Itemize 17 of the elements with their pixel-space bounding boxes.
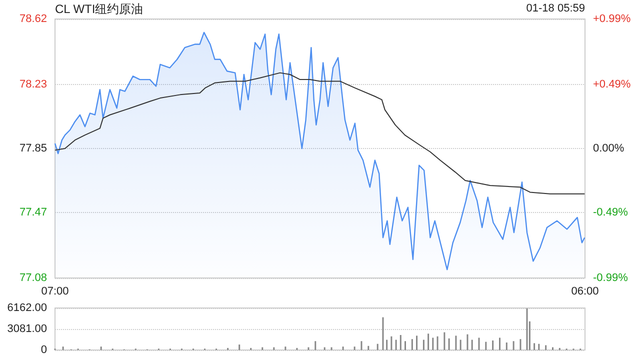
y2-tick-label: -0.99%: [593, 272, 628, 284]
y-tick-label: 78.23: [19, 78, 47, 91]
chart-title: CL WTI纽约原油: [55, 2, 144, 16]
y2-tick-label: +0.99%: [593, 13, 631, 25]
y-tick-label: 77.47: [19, 206, 47, 218]
y-tick-label: 77.85: [19, 142, 47, 154]
x-tick-label: 06:00: [571, 286, 599, 298]
y-tick-label: 0: [40, 344, 47, 356]
y-tick-label: 77.08: [19, 272, 47, 284]
y2-tick-label: 0.00%: [593, 142, 624, 154]
x-tick-label: 07:00: [41, 286, 69, 298]
y2-tick-label: -0.49%: [593, 206, 628, 219]
y-tick-label: 6162.00: [7, 302, 47, 314]
text: 01-18 05:59: [526, 2, 585, 14]
y-tick-label: 78.62: [19, 13, 47, 25]
y2-tick-label: +0.49%: [593, 78, 631, 90]
y-tick-label: 3081.00: [7, 323, 47, 335]
